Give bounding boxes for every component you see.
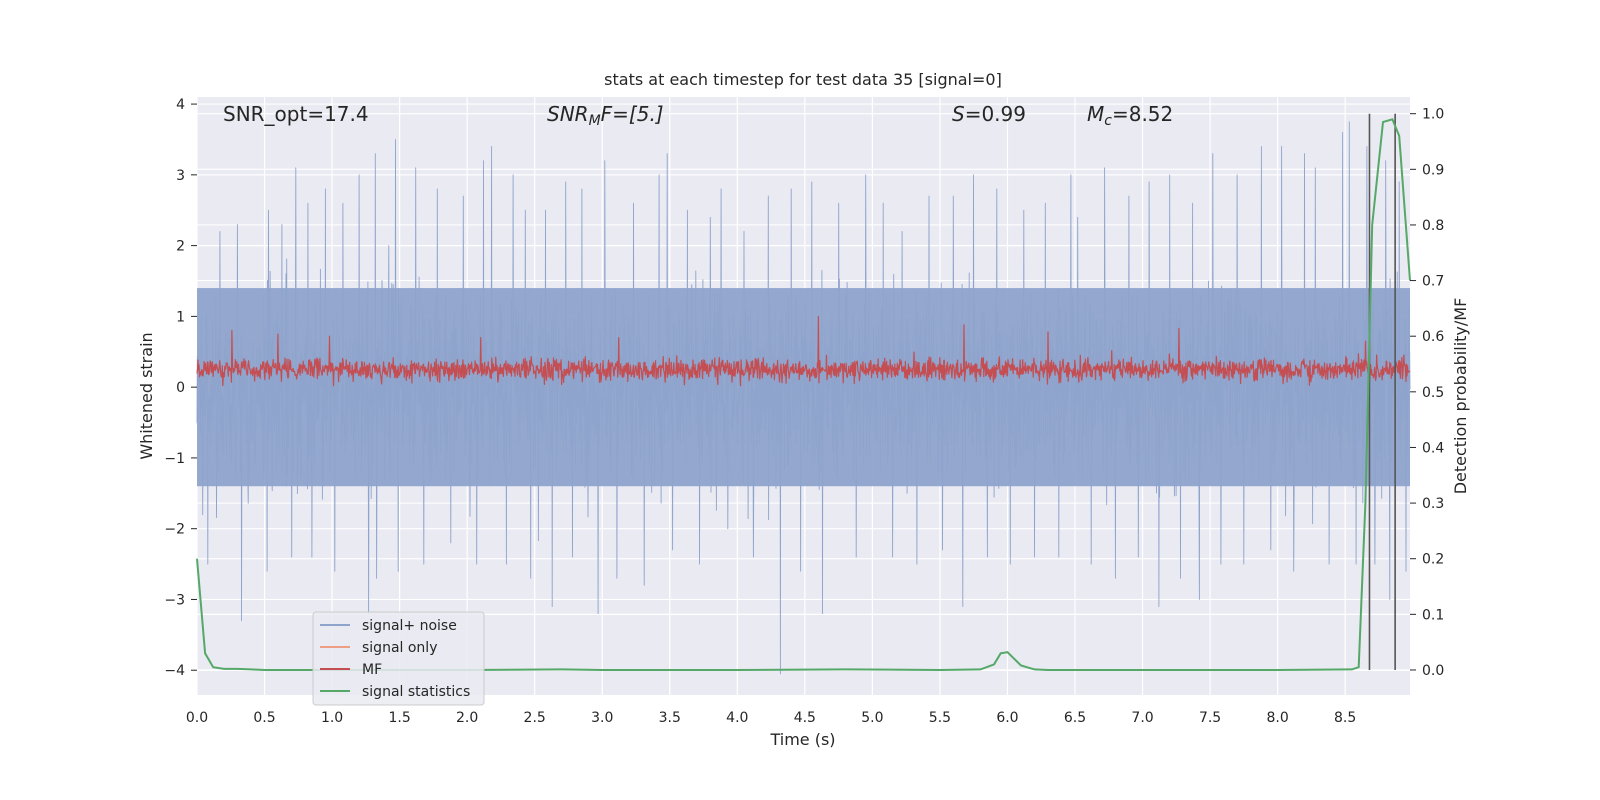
y2-tick-label: 0.4: [1422, 440, 1444, 456]
x-tick-label: 1.0: [321, 710, 343, 726]
x-tick-label: 6.0: [996, 710, 1018, 726]
y-tick-label: 1: [176, 309, 185, 325]
y2-tick-label: 0.8: [1422, 218, 1444, 234]
y2-axis-ticks: 1.0 0.9 0.8 0.7 0.6 0.5 0.4 0.3 0.2 0.1 0.0: [1410, 107, 1444, 679]
x-tick-label: 7.5: [1199, 710, 1221, 726]
y2-tick-label: 0.3: [1422, 496, 1444, 512]
x-tick-label: 5.0: [861, 710, 883, 726]
y2-tick-label: 1.0: [1422, 107, 1444, 123]
x-tick-label: 4.0: [726, 710, 748, 726]
snr-mf-annotation: SNRMF=[5.]: [547, 102, 664, 129]
y2-tick-label: 0.7: [1422, 274, 1444, 290]
x-tick-label: 6.5: [1064, 710, 1086, 726]
y2-tick-label: 0.1: [1422, 607, 1444, 623]
y-tick-label: 3: [176, 168, 185, 184]
y2-axis-label: Detection probability/MF: [1451, 298, 1470, 495]
legend-label-mf: MF: [362, 662, 382, 678]
x-axis-ticks: 0.0 0.5 1.0 1.5 2.0 2.5 3.0 3.5 4.0 4.5 5.0 5.5 6.0 6…: [186, 710, 1356, 726]
y-tick-label: −1: [164, 451, 185, 467]
x-tick-label: 0.0: [186, 710, 208, 726]
x-tick-label: 0.5: [253, 710, 275, 726]
legend-label-signal-statistics: signal statistics: [362, 684, 470, 700]
y-tick-label: 4: [176, 97, 185, 113]
y-axis-label: Whitened strain: [137, 332, 156, 459]
y2-tick-label: 0.5: [1422, 385, 1444, 401]
legend-label-signal-noise: signal+ noise: [362, 618, 457, 634]
y-tick-label: −2: [164, 522, 185, 538]
mf-line: [196, 315, 1411, 387]
x-tick-label: 8.5: [1334, 710, 1356, 726]
legend-label-signal-only: signal only: [362, 640, 437, 656]
y2-tick-label: 0.2: [1422, 552, 1444, 568]
x-tick-label: 8.0: [1266, 710, 1288, 726]
y2-tick-label: 0.6: [1422, 329, 1444, 345]
legend-box: [312, 611, 485, 706]
x-tick-label: 5.5: [929, 710, 951, 726]
signal-noise-series: [196, 121, 1411, 675]
vertical-markers: [1368, 113, 1396, 670]
x-tick-label: 7.0: [1131, 710, 1153, 726]
y2-tick-label: 0.0: [1422, 663, 1444, 679]
s-annotation: S=0.99: [952, 102, 1026, 126]
mf-series: [196, 315, 1411, 387]
x-tick-label: 4.5: [794, 710, 816, 726]
y-tick-label: 0: [176, 380, 185, 396]
chart-title: stats at each timestep for test data 35 …: [604, 70, 1002, 89]
signal-statistics-line: [196, 118, 1411, 672]
y-tick-label: −4: [164, 663, 185, 679]
y-tick-label: −3: [164, 592, 185, 608]
x-axis-label: Time (s): [769, 730, 835, 749]
snr-opt-annotation: SNR_opt=17.4: [223, 102, 369, 126]
signal-noise-line: [196, 121, 1411, 675]
y-tick-label: 2: [176, 239, 185, 255]
x-tick-label: 3.0: [591, 710, 613, 726]
y-axis-ticks: 4 3 2 1 0 −1 −2 −3 −4: [164, 97, 197, 679]
legend: signal+ noise signal only MF signal stat…: [312, 611, 485, 706]
x-tick-label: 1.5: [388, 710, 410, 726]
signal-statistics-series: [196, 118, 1411, 672]
x-tick-label: 3.5: [659, 710, 681, 726]
mc-annotation: Mc=8.52: [1087, 102, 1173, 129]
y2-tick-label: 0.9: [1422, 162, 1444, 178]
x-tick-label: 2.5: [524, 710, 546, 726]
x-tick-label: 2.0: [456, 710, 478, 726]
